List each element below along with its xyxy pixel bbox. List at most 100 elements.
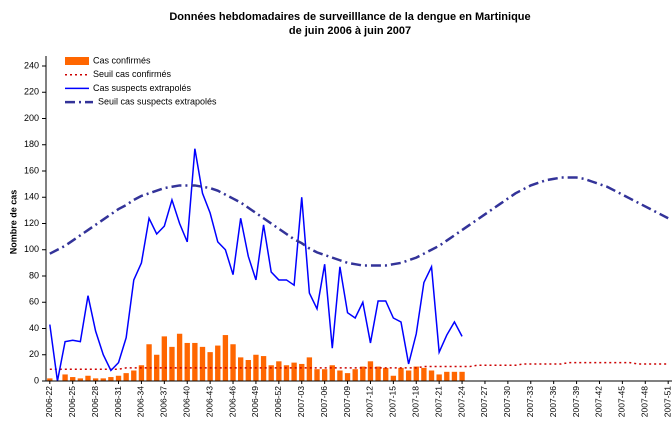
bar [268,365,274,381]
bar [215,345,221,381]
y-tick-label: 20 [29,349,39,359]
x-tick-label: 2006-22 [44,386,54,417]
x-tick-label: 2007-39 [571,386,581,417]
x-tick-label: 2006-46 [227,386,237,417]
x-tick-label: 2007-18 [411,386,421,417]
bar [352,369,358,381]
bar [291,362,297,381]
bar [390,375,397,381]
x-tick-label: 2007-09 [342,386,352,417]
x-tick-label: 2007-15 [388,386,398,417]
x-tick-label: 2007-33 [525,386,535,417]
chart-subtitle: de juin 2006 à juin 2007 [289,25,411,37]
bar [405,370,412,381]
x-tick-label: 2006-25 [67,386,77,417]
bar [199,346,206,381]
bar [192,342,198,381]
y-tick-label: 80 [29,270,39,280]
bar [92,378,99,381]
y-tick-label: 200 [24,113,39,123]
x-tick-label: 2007-27 [479,386,489,417]
legend-label: Cas suspects extrapolés [93,83,192,93]
y-tick-label: 100 [24,244,39,254]
bar [383,367,389,381]
legend-label: Cas confirmés [93,55,151,65]
bar [85,375,91,381]
y-tick-label: 60 [29,297,39,307]
bar [47,378,53,381]
bar [230,344,236,381]
x-tick-label: 2007-51 [662,386,672,417]
bar [169,346,175,381]
bar [367,361,374,381]
x-tick-label: 2006-28 [90,386,100,417]
bar [138,365,145,381]
chart-title: Données hebdomadaires de surveilllance d… [169,11,530,23]
y-tick-label: 180 [24,139,39,149]
x-tick-label: 2007-30 [502,386,512,417]
bar [375,366,381,381]
bar [283,365,290,381]
bar [451,371,458,381]
y-tick-label: 0 [34,375,39,385]
legend-label: Seuil cas confirmés [93,69,172,79]
x-tick-label: 2007-21 [433,386,443,417]
bar [398,367,404,381]
y-tick-label: 240 [24,60,39,70]
bar [299,363,305,381]
y-tick-label: 40 [29,323,39,333]
series-line [49,361,669,370]
bar [444,371,450,381]
series-line [49,148,463,382]
bar [260,356,267,381]
bar [306,357,313,381]
bar [276,361,282,381]
bar [436,374,442,381]
bar [245,360,251,381]
bar [428,370,435,381]
bar [108,377,114,381]
x-tick-label: 2006-52 [273,386,283,417]
bar [344,373,351,381]
x-tick-label: 2007-06 [319,386,329,417]
x-tick-label: 2006-31 [113,386,123,417]
bar [62,374,68,381]
x-tick-label: 2006-34 [136,386,146,417]
x-tick-label: 2006-37 [159,386,169,417]
bar [146,344,152,381]
bar [176,333,183,381]
bar [100,378,106,381]
y-tick-label: 160 [24,165,39,175]
bar [161,336,168,381]
bar [207,352,213,381]
bar [421,367,427,381]
bar [329,365,335,381]
x-tick-label: 2006-49 [250,386,260,417]
x-tick-label: 2007-24 [456,386,466,417]
bar [360,366,366,381]
bar [337,370,343,381]
bar [131,370,137,381]
x-tick-label: 2007-36 [548,386,558,417]
x-tick-label: 2006-43 [204,386,214,417]
bar [321,369,328,381]
y-tick-label: 140 [24,192,39,202]
x-tick-label: 2007-45 [617,386,627,417]
bar [222,335,229,381]
bar [115,375,122,381]
bar [123,373,129,381]
y-tick-label: 120 [24,218,39,228]
y-axis-label: Nombre de cas [8,190,18,255]
bar [314,369,320,381]
x-tick-label: 2007-48 [640,386,650,417]
bar [413,366,419,381]
bar [459,371,465,381]
bar [184,342,190,381]
x-tick-label: 2007-12 [365,386,375,417]
y-tick-label: 220 [24,87,39,97]
legend-label: Seuil cas suspects extrapolés [98,96,217,106]
bar [77,378,84,381]
x-tick-label: 2007-42 [594,386,604,417]
series-line [49,176,669,267]
